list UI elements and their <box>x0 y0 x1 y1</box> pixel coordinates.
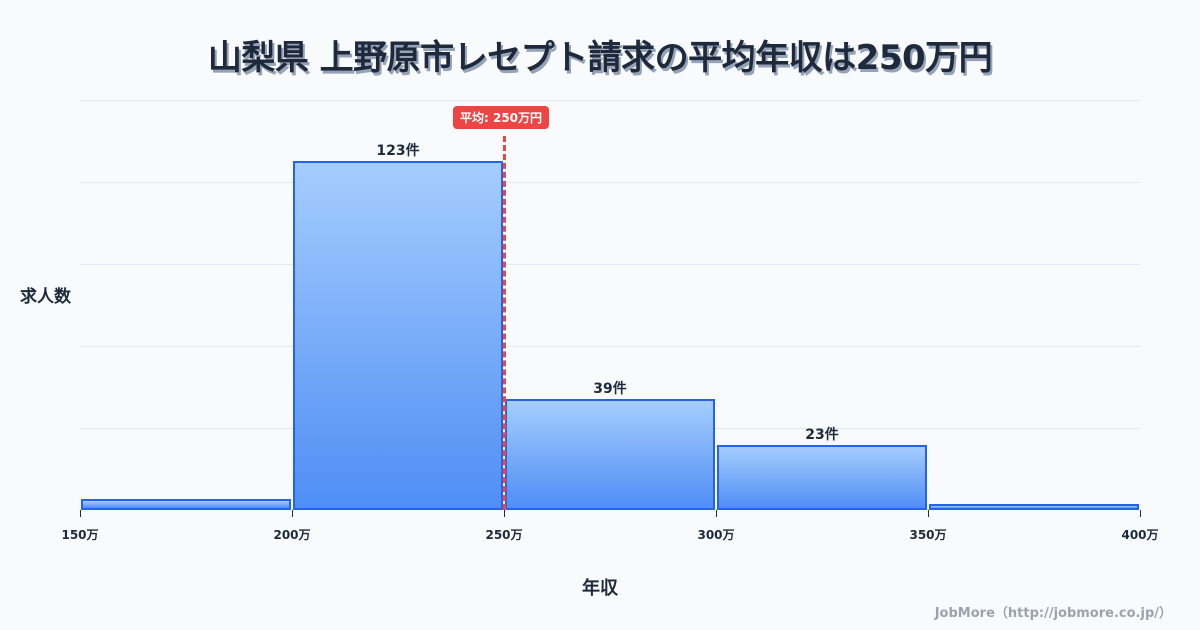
bar-value-label: 123件 <box>376 143 420 159</box>
y-axis-label: 求人数 <box>20 287 71 307</box>
gridline <box>80 346 1140 347</box>
x-tick-label: 150万 <box>61 528 99 542</box>
x-tick-label: 250万 <box>485 528 523 542</box>
histogram-bar <box>81 498 291 510</box>
histogram-bar <box>293 161 503 510</box>
bar-value-label: 39件 <box>593 381 627 398</box>
x-tick <box>292 510 293 517</box>
x-axis-label: 年収 <box>582 578 618 599</box>
average-line <box>503 136 506 510</box>
histogram-bar <box>505 399 715 510</box>
x-tick-label: 350万 <box>909 528 947 542</box>
gridline <box>80 100 1140 101</box>
plot-area: 123件 39件 23件 平均: 250万円 <box>80 100 1141 517</box>
bar-value-label: 23件 <box>805 426 839 443</box>
x-tick <box>1140 510 1141 517</box>
histogram-bar <box>717 444 927 510</box>
gridline <box>80 264 1140 265</box>
x-tick <box>928 510 929 517</box>
x-tick-label: 400万 <box>1121 528 1159 542</box>
x-tick <box>504 510 505 517</box>
x-tick <box>716 510 717 517</box>
x-tick-label: 300万 <box>697 528 735 542</box>
x-tick <box>80 510 81 517</box>
chart-title: 山梨県 上野原市レセプト請求の平均年収は250万円 <box>207 38 993 78</box>
histogram-bar <box>929 504 1139 510</box>
average-badge: 平均: 250万円 <box>453 106 550 129</box>
x-tick-label: 200万 <box>273 528 311 542</box>
credit-text: JobMore（http://jobmore.co.jp/） <box>934 606 1172 621</box>
gridline <box>80 182 1140 183</box>
